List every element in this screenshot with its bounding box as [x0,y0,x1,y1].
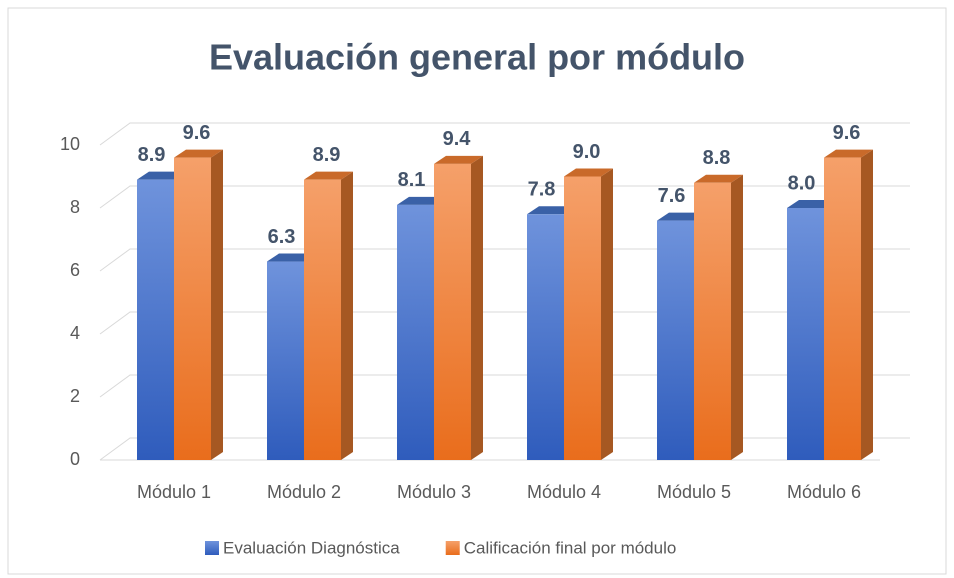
data-label: 8.9 [313,144,341,166]
bar-side [471,155,483,460]
y-tick-label: 0 [70,449,80,469]
bar [267,261,304,460]
bar-side [341,171,353,460]
data-label: 8.0 [788,172,816,194]
legend-swatch [445,541,460,555]
x-tick-label: Módulo 2 [267,482,341,502]
y-tick-label: 6 [70,260,80,280]
legend-label: Calificación final por módulo [464,538,677,557]
y-tick-label: 10 [60,134,80,154]
grid-line [99,185,910,209]
y-tick-label: 2 [70,386,80,406]
bars: Módulo 1 8.9 9.6 Módulo 2 6.3 8.9 Módulo 3 8.1 9… [137,122,873,502]
legend-label: Evaluación Diagnóstica [223,538,400,557]
bar [787,208,824,460]
bar-top [694,174,743,183]
grid-line [99,122,910,146]
bar [527,214,564,460]
bar-side [211,149,223,460]
bar-top [564,168,613,177]
bar [434,163,471,460]
data-label: 6.3 [268,226,296,248]
bar-top [304,171,353,180]
grid-line [99,311,910,335]
grid-line [99,248,910,272]
x-tick-label: Módulo 3 [397,482,471,502]
bar-top [527,206,576,215]
bar [397,204,434,460]
y-tick-label: 4 [70,323,80,343]
legend-swatch [205,541,219,555]
x-tick-label: Módulo 5 [657,482,731,502]
bar-top [397,196,446,205]
bar-top [174,149,223,158]
x-tick-label: Módulo 4 [527,482,601,502]
bar-top [657,212,706,221]
bar-side [601,168,613,460]
bar [694,182,731,461]
y-tick-label: 8 [70,197,80,217]
grid-line [99,437,910,461]
bar-side [861,149,873,460]
bar [657,220,694,460]
bar-top [824,149,873,158]
data-label: 9.6 [183,122,211,144]
bar-top [787,200,836,208]
bar [564,176,601,460]
grid: 0 2 4 6 8 10 [60,122,910,469]
bar [824,157,861,460]
bar [174,157,211,460]
chart-title: Evaluación general por módulo [209,37,745,78]
bar-side [731,174,743,461]
data-label: 8.8 [703,147,731,169]
data-label: 8.9 [138,144,166,166]
data-label: 7.6 [658,185,686,207]
x-tick-label: Módulo 6 [787,482,861,502]
bar [137,179,174,460]
legend: Evaluación Diagnóstica Calificación final… [205,538,676,557]
bar-top [267,253,316,262]
x-tick-label: Módulo 1 [137,482,211,502]
grid-line [99,374,910,398]
bar-top [434,155,483,164]
data-label: 7.8 [528,179,556,201]
bar-top [137,171,186,180]
data-label: 9.6 [833,122,861,144]
data-label: 9.0 [573,141,601,163]
data-label: 9.4 [443,128,472,150]
bar [304,179,341,460]
data-label: 8.1 [398,169,426,191]
